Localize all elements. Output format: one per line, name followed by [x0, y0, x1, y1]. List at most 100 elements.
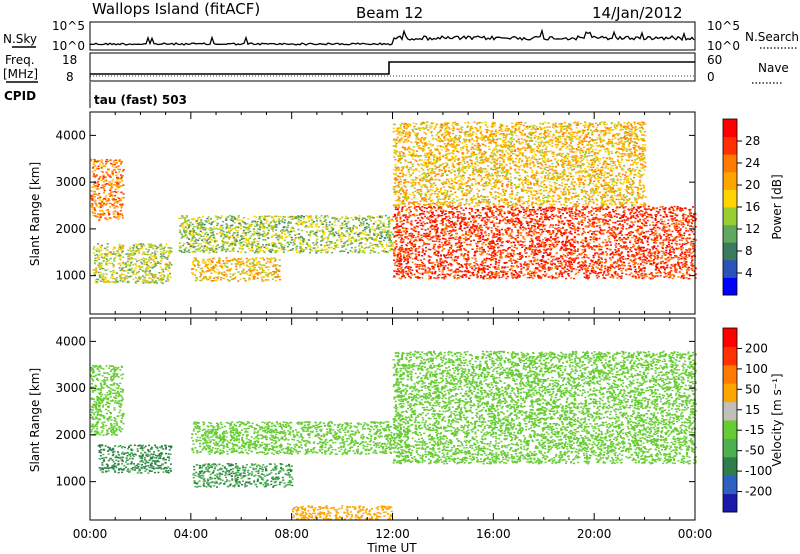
power-cell: [263, 235, 266, 238]
power-cell: [327, 246, 330, 249]
power-cell: [600, 271, 603, 274]
power-cell: [365, 234, 368, 236]
power-cell: [481, 246, 484, 248]
power-cell: [595, 230, 597, 232]
power-cell: [119, 213, 122, 215]
power-cell: [526, 276, 529, 279]
power-cell: [210, 247, 213, 249]
power-cell: [358, 249, 361, 252]
power-cell: [481, 272, 483, 274]
power-cell: [374, 229, 377, 232]
power-cell: [479, 240, 482, 242]
power-cell: [265, 222, 268, 224]
power-cell: [129, 248, 132, 250]
power-cell: [368, 218, 371, 220]
power-cell: [330, 230, 333, 233]
power-cell: [386, 251, 389, 254]
power-cell: [337, 234, 340, 237]
power-cell: [226, 266, 229, 269]
power-cell: [222, 247, 225, 249]
power-cell: [153, 273, 156, 275]
power-cell: [305, 221, 308, 223]
power-cell: [208, 251, 211, 254]
power-cell: [150, 258, 153, 261]
power-cell: [221, 240, 224, 242]
power-cell: [97, 197, 100, 199]
power-cell: [573, 225, 576, 228]
power-cell: [256, 221, 259, 223]
power-cell: [570, 210, 573, 213]
power-cell: [208, 269, 211, 271]
power-cell: [211, 245, 214, 247]
power-cell: [417, 205, 420, 208]
power-cell: [145, 274, 148, 276]
power-cell: [266, 220, 269, 222]
power-cell: [100, 179, 103, 182]
power-cell: [230, 278, 233, 281]
power-cell: [106, 260, 108, 263]
power-cell: [149, 266, 152, 268]
power-cell: [207, 260, 210, 262]
power-cell: [482, 238, 484, 241]
power-cell: [93, 207, 96, 209]
power-cell: [653, 246, 656, 249]
power-cell: [246, 223, 249, 225]
power-cell: [326, 228, 329, 230]
power-cell: [212, 249, 215, 252]
power-cell: [108, 216, 111, 219]
power-cell: [188, 232, 191, 235]
power-cell: [427, 267, 430, 269]
power-cell: [124, 263, 127, 266]
power-cell: [653, 245, 656, 247]
power-cell: [415, 256, 418, 258]
power-cell: [141, 269, 144, 272]
power-cell: [110, 202, 112, 205]
power-cell: [676, 207, 679, 210]
power-cell: [93, 214, 96, 217]
power-cell: [655, 210, 658, 213]
power-cell: [192, 263, 195, 266]
power-cell: [564, 217, 567, 219]
power-cell: [208, 270, 211, 272]
power-cell: [435, 240, 438, 242]
power-cell: [142, 243, 145, 245]
power-cell: [122, 277, 125, 279]
power-cell: [234, 244, 237, 246]
power-cell: [262, 239, 265, 241]
power-cell: [319, 220, 322, 222]
power-cell: [653, 258, 655, 261]
power-cell: [213, 266, 216, 269]
power-cell: [244, 223, 247, 225]
power-cell: [312, 248, 315, 250]
power-cell: [620, 277, 623, 279]
power-cell: [128, 255, 130, 257]
power-cell: [139, 243, 142, 245]
power-cell: [594, 270, 597, 273]
power-cell: [283, 221, 286, 224]
power-cell: [184, 231, 187, 233]
power-cell: [144, 270, 147, 272]
power-cell: [293, 230, 296, 232]
power-cell: [367, 226, 370, 228]
power-cell: [222, 249, 225, 251]
power-cell: [212, 269, 215, 272]
power-cell: [274, 250, 277, 253]
power-cell: [361, 216, 364, 219]
power-cell: [354, 217, 357, 219]
power-cell: [362, 217, 365, 220]
power-cell: [318, 216, 321, 219]
power-cell: [107, 212, 110, 214]
power-cell: [97, 160, 100, 162]
power-cell: [99, 216, 102, 218]
power-cell: [346, 222, 349, 224]
power-cell: [184, 233, 187, 235]
power-cell: [105, 281, 107, 283]
power-cell: [166, 256, 169, 259]
power-cell: [382, 223, 385, 226]
power-cell: [669, 251, 671, 253]
power-cell: [305, 231, 308, 233]
power-cell: [355, 217, 358, 219]
power-cell: [93, 246, 96, 248]
power-cell: [275, 224, 278, 226]
